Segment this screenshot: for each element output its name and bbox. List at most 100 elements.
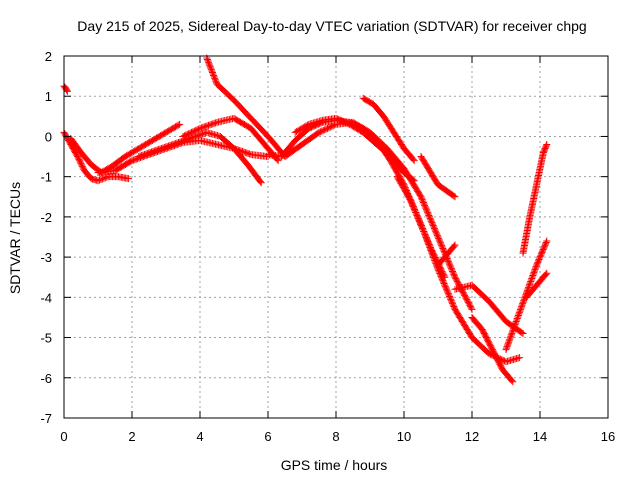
data-point [507,332,515,340]
data-point [428,249,436,257]
data-point [509,326,517,334]
data-point [444,288,452,296]
data-point [193,132,201,140]
data-point [172,139,180,147]
data-point [467,304,475,312]
data-point [422,206,430,214]
x-tick-label: 0 [60,429,67,444]
data-point [542,240,550,248]
data-point [411,206,419,214]
data-point [431,256,439,264]
data-point [436,237,444,245]
data-point [447,265,455,273]
data-point [425,241,433,249]
data-point [516,307,524,315]
data-point [98,175,106,183]
data-point [525,282,533,290]
series-track-3 [67,120,184,177]
data-point [451,193,459,201]
data-point [322,125,330,133]
data-point [435,267,443,275]
data-point [530,269,538,277]
data-point [429,222,437,230]
data-point [211,76,219,84]
data-point [430,254,438,262]
data-point [543,269,551,277]
data-point [516,354,524,362]
data-point [450,192,458,200]
y-tick-label: 0 [45,129,52,144]
series-track-11 [393,173,524,366]
data-point [529,272,537,280]
data-point [419,225,427,233]
data-point [418,223,426,231]
data-point [420,228,428,236]
data-point [539,246,547,254]
data-point [430,223,438,231]
data-point [421,230,429,238]
data-point [199,123,207,131]
data-point [445,259,453,267]
data-point [538,248,546,256]
data-point [450,242,458,250]
data-point [515,309,523,317]
data-point [426,214,434,222]
data-point [303,121,311,129]
data-point [409,201,417,209]
data-point [101,174,109,182]
data-points [60,54,551,386]
data-point [407,197,415,205]
data-point [446,294,454,302]
data-point [443,285,450,293]
data-point [131,156,139,164]
data-point [505,338,513,346]
data-point [100,174,108,182]
data-point [426,243,434,251]
data-point [542,142,550,150]
data-point [418,194,426,202]
data-point [419,197,427,205]
data-point [429,251,437,259]
data-point [508,377,516,385]
data-point [504,341,512,349]
data-point [536,254,544,262]
data-point [505,337,513,345]
series-track-5 [135,128,265,187]
y-tick-label: 1 [45,89,52,104]
data-point [518,329,526,337]
data-point [513,316,521,324]
data-point [205,60,213,68]
data-point [410,157,418,165]
data-point [424,239,432,247]
data-point [506,334,514,342]
data-point [431,226,439,234]
data-point [427,216,435,224]
data-point [450,303,458,311]
data-point [507,331,515,339]
series-track-15 [468,313,517,386]
data-point [420,229,428,237]
data-point [427,217,435,225]
data-point [430,255,438,263]
data-point [510,323,518,331]
y-tick-label: -3 [40,250,52,265]
x-tick-label: 16 [601,429,615,444]
data-point [409,176,417,184]
data-point [504,340,512,348]
data-point [514,313,522,321]
data-point [426,213,433,221]
x-tick-label: 12 [465,429,479,444]
data-point [532,263,540,271]
x-tick-label: 2 [128,429,135,444]
y-tick-label: -7 [40,411,52,426]
data-point [190,127,198,135]
data-point [409,203,417,211]
data-point [433,232,441,240]
data-point [429,220,437,228]
data-point [424,210,432,218]
y-tick-label: 2 [45,49,52,64]
data-point [415,217,423,225]
data-point [510,325,518,333]
data-point [182,131,190,139]
data-point [441,281,449,289]
